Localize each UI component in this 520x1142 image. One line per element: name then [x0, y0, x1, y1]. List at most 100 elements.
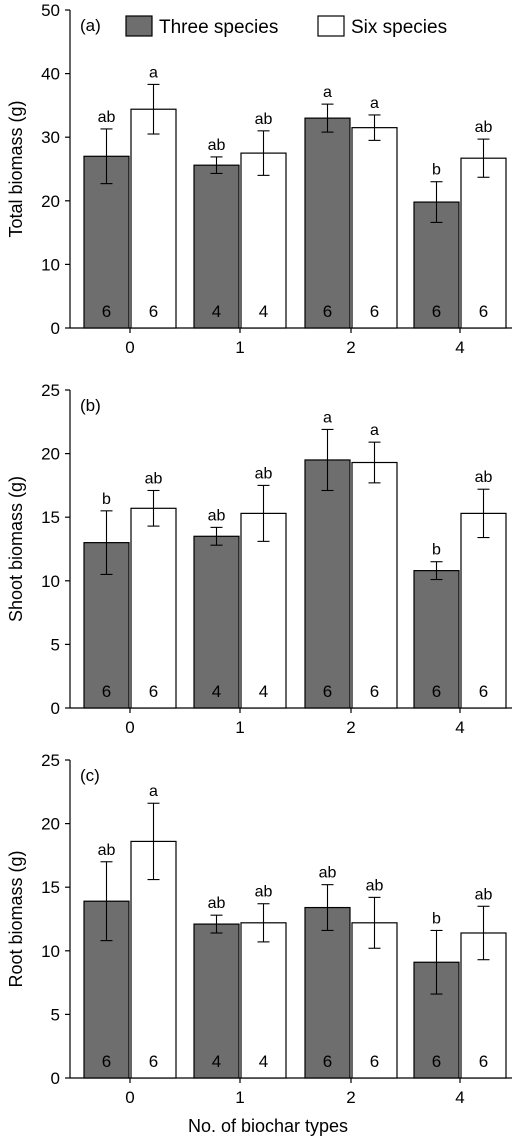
significance-label: ab — [255, 465, 273, 482]
sample-size-label: 6 — [479, 1052, 488, 1071]
x-tick-label: 0 — [125, 718, 134, 737]
y-tick-label: 5 — [51, 635, 60, 654]
significance-label: a — [370, 95, 379, 112]
sample-size-label: 6 — [102, 302, 111, 321]
significance-label: ab — [475, 469, 493, 486]
sample-size-label: 6 — [370, 682, 379, 701]
panel-label: (a) — [80, 16, 101, 35]
significance-label: ab — [98, 842, 116, 859]
y-axis-title: Shoot biomass (g) — [6, 476, 26, 622]
sample-size-label: 6 — [370, 302, 379, 321]
bar — [130, 507, 177, 709]
y-tick-label: 0 — [51, 1069, 60, 1088]
sample-size-label: 6 — [149, 1052, 158, 1071]
x-tick-label: 4 — [455, 1088, 464, 1107]
sample-size-label: 4 — [212, 1052, 221, 1071]
y-tick-label: 15 — [41, 508, 60, 527]
legend-swatch — [125, 15, 153, 37]
y-tick-label: 20 — [41, 815, 60, 834]
x-axis-title: No. of biochar types — [188, 1116, 348, 1136]
bar — [130, 108, 177, 329]
significance-label: ab — [208, 137, 226, 154]
bar — [304, 117, 351, 329]
y-tick-label: 10 — [41, 572, 60, 591]
significance-label: b — [432, 162, 441, 179]
sample-size-label: 4 — [259, 1052, 268, 1071]
significance-label: ab — [98, 109, 116, 126]
bar — [240, 512, 287, 709]
sample-size-label: 6 — [149, 682, 158, 701]
bar — [240, 922, 287, 1079]
significance-label: ab — [255, 884, 273, 901]
significance-label: a — [149, 64, 158, 81]
sample-size-label: 6 — [323, 682, 332, 701]
bar — [83, 155, 130, 329]
legend: Three species Six species — [125, 15, 447, 38]
bar — [130, 840, 177, 1079]
y-tick-label: 20 — [41, 192, 60, 211]
significance-label: ab — [366, 877, 384, 894]
y-tick-label: 15 — [41, 878, 60, 897]
legend-swatch — [317, 15, 345, 37]
bar — [351, 127, 398, 329]
bar — [193, 164, 240, 329]
panel-label: (c) — [80, 766, 100, 785]
legend-label: Six species — [351, 17, 447, 38]
y-tick-label: 0 — [51, 699, 60, 718]
significance-label: ab — [208, 895, 226, 912]
bar — [460, 512, 507, 709]
sample-size-label: 6 — [102, 1052, 111, 1071]
sample-size-label: 4 — [212, 682, 221, 701]
y-tick-label: 50 — [41, 1, 60, 20]
sample-size-label: 6 — [323, 1052, 332, 1071]
significance-label: ab — [145, 470, 163, 487]
significance-label: ab — [475, 886, 493, 903]
significance-label: ab — [475, 119, 493, 136]
significance-label: b — [432, 910, 441, 927]
significance-label: ab — [208, 507, 226, 524]
bar — [413, 570, 460, 709]
x-tick-label: 1 — [235, 718, 244, 737]
significance-label: a — [149, 783, 158, 800]
y-tick-label: 40 — [41, 65, 60, 84]
significance-label: a — [370, 422, 379, 439]
y-tick-label: 10 — [41, 255, 60, 274]
bar — [193, 923, 240, 1079]
y-axis-title: Root biomass (g) — [6, 850, 26, 987]
y-axis-title: Total biomass (g) — [6, 100, 26, 237]
bar — [460, 157, 507, 329]
sample-size-label: 4 — [212, 302, 221, 321]
sample-size-label: 6 — [102, 682, 111, 701]
sample-size-label: 4 — [259, 302, 268, 321]
sample-size-label: 6 — [432, 302, 441, 321]
x-tick-label: 0 — [125, 338, 134, 357]
significance-label: ab — [319, 865, 337, 882]
y-tick-label: 5 — [51, 1005, 60, 1024]
bar — [304, 906, 351, 1079]
significance-label: a — [323, 84, 332, 101]
sample-size-label: 6 — [149, 302, 158, 321]
sample-size-label: 6 — [370, 1052, 379, 1071]
significance-label: b — [102, 491, 111, 508]
sample-size-label: 4 — [259, 682, 268, 701]
y-tick-label: 0 — [51, 319, 60, 338]
x-tick-label: 4 — [455, 718, 464, 737]
y-tick-label: 10 — [41, 942, 60, 961]
bar — [240, 152, 287, 329]
legend-label: Three species — [159, 17, 278, 38]
significance-label: b — [432, 542, 441, 559]
y-tick-label: 20 — [41, 445, 60, 464]
x-tick-label: 0 — [125, 1088, 134, 1107]
significance-label: a — [323, 409, 332, 426]
sample-size-label: 6 — [323, 302, 332, 321]
x-tick-label: 2 — [346, 1088, 355, 1107]
sample-size-label: 6 — [432, 682, 441, 701]
x-tick-label: 4 — [455, 338, 464, 357]
significance-label: ab — [255, 111, 273, 128]
bar — [193, 535, 240, 709]
